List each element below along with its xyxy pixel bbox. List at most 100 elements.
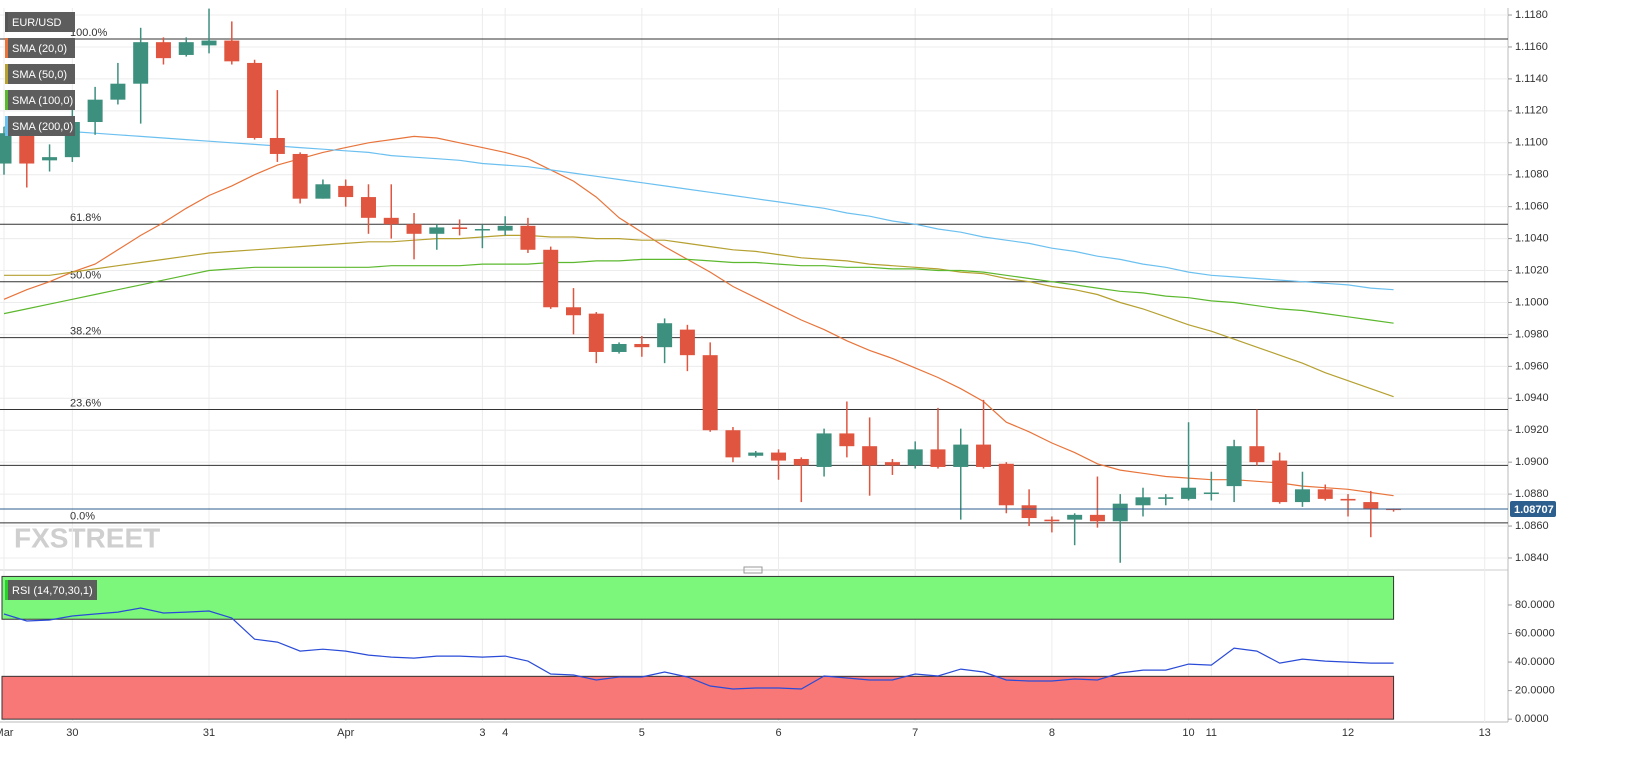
x-tick-label: 7 — [912, 727, 918, 739]
candle-body — [1363, 502, 1379, 509]
candle-body — [771, 452, 787, 461]
legend-label[interactable]: SMA (100,0) — [12, 95, 73, 107]
y-tick-label: 1.0880 — [1515, 488, 1549, 500]
candle-body — [793, 458, 809, 466]
candle-body — [474, 229, 490, 231]
last-price-label: 1.08707 — [1514, 504, 1554, 516]
legend-box[interactable] — [5, 12, 75, 32]
candle-body — [1089, 514, 1105, 522]
candle-body — [224, 40, 240, 62]
fib-label: 23.6% — [70, 397, 101, 409]
legend-box[interactable] — [5, 116, 75, 136]
x-tick-label: 11 — [1206, 727, 1217, 739]
x-tick-label: 5 — [639, 727, 645, 739]
legend-swatch — [5, 38, 8, 58]
sma-line — [3, 135, 1394, 497]
candle-body — [1067, 514, 1083, 520]
candle-body — [930, 449, 946, 467]
candle-body — [657, 323, 673, 348]
candle-body — [110, 83, 126, 100]
legend-label[interactable]: EUR/USD — [12, 17, 62, 29]
candle-body — [1158, 497, 1174, 499]
y-tick-label: 1.1080 — [1515, 169, 1549, 181]
fib-label: 100.0% — [70, 27, 108, 39]
y-tick-label: 1.0940 — [1515, 392, 1549, 404]
y-tick-label: 1.0860 — [1515, 520, 1549, 532]
y-tick-label: 1.1120 — [1515, 105, 1548, 117]
y-tick-label: 1.1160 — [1515, 41, 1548, 53]
candle-body — [155, 42, 171, 59]
candle-body — [702, 355, 718, 431]
candle-body — [953, 444, 969, 467]
x-tick-label: Mar — [0, 727, 14, 739]
candle-body — [520, 225, 536, 250]
y-tick-label: 1.1020 — [1515, 264, 1549, 276]
fib-label: 50.0% — [70, 270, 101, 282]
x-tick-label: 12 — [1342, 727, 1354, 739]
candle-body — [87, 99, 103, 123]
zone — [1, 575, 1395, 620]
zone — [1, 675, 1395, 720]
candle-body — [1294, 489, 1310, 503]
candle-body — [406, 224, 422, 234]
candle-body — [1181, 487, 1197, 499]
candle-body — [19, 130, 35, 164]
candle-body — [862, 446, 878, 466]
sma-line — [4, 234, 1394, 398]
fib-label: 0.0% — [70, 511, 95, 523]
candle-body — [452, 227, 468, 230]
legend-box[interactable] — [5, 90, 75, 110]
legend-swatch — [5, 90, 8, 110]
legend-swatch — [5, 64, 8, 84]
last-price-tag — [1510, 500, 1556, 517]
candle-body — [1272, 460, 1288, 503]
legend-swatch — [5, 12, 8, 32]
candle-body — [566, 307, 581, 316]
legend-label[interactable]: SMA (20,0) — [12, 43, 67, 55]
y-tick-label: 1.1060 — [1515, 201, 1549, 213]
candle-body — [1112, 503, 1128, 522]
y-tick-label: 1.0980 — [1515, 328, 1549, 340]
x-tick-label: 4 — [502, 727, 508, 739]
candle-body — [679, 329, 695, 356]
candle-body — [611, 343, 627, 352]
x-tick-label: Apr — [337, 727, 354, 739]
x-tick-label: 3 — [479, 727, 485, 739]
y-tick-label: 1.1180 — [1515, 9, 1548, 21]
candle-body — [1226, 446, 1242, 487]
legend-box[interactable] — [5, 580, 97, 600]
candle-body — [816, 433, 832, 467]
candle-body — [588, 313, 604, 352]
candle-body — [42, 157, 58, 161]
candle-body — [907, 449, 923, 466]
candle-body — [543, 249, 559, 308]
candle-body — [133, 42, 149, 84]
legend-box[interactable] — [5, 64, 75, 84]
y-tick-label: 1.0900 — [1515, 456, 1549, 468]
candle-body — [0, 133, 12, 164]
candle-body — [998, 463, 1014, 506]
legend-label[interactable]: SMA (50,0) — [12, 69, 67, 81]
y-tick-label: 40.0000 — [1515, 656, 1555, 668]
y-tick-label: 1.1000 — [1515, 296, 1549, 308]
legend-swatch — [5, 580, 8, 600]
candle-body — [1249, 446, 1265, 463]
y-tick-label: 0.0000 — [1515, 713, 1549, 725]
candle-body — [338, 185, 354, 198]
candle-body — [1135, 497, 1151, 506]
x-tick-label: 13 — [1479, 727, 1491, 739]
candle-body — [201, 40, 217, 46]
legend-box[interactable] — [5, 38, 75, 58]
legend-label[interactable]: RSI (14,70,30,1) — [12, 585, 93, 597]
y-tick-label: 80.0000 — [1515, 599, 1555, 611]
legend-label[interactable]: SMA (200,0) — [12, 121, 73, 133]
candle-body — [247, 62, 263, 138]
x-tick-label: 31 — [203, 727, 215, 739]
y-tick-label: 1.0920 — [1515, 424, 1549, 436]
resize-handle[interactable] — [743, 566, 763, 574]
candle-body — [884, 462, 900, 466]
x-tick-label: 30 — [66, 727, 78, 739]
